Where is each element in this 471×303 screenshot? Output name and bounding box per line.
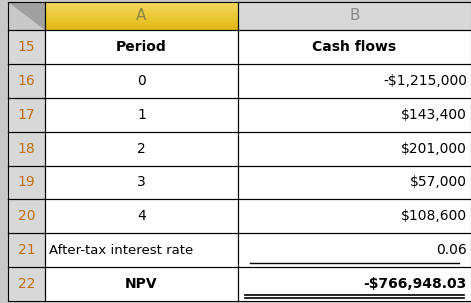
Bar: [238, 64, 471, 98]
Text: 0.06: 0.06: [436, 243, 467, 257]
Bar: [238, 30, 471, 64]
Bar: [45, 18, 238, 20]
Bar: [8, 30, 45, 64]
Text: 20: 20: [18, 209, 35, 223]
Bar: [45, 10, 238, 12]
Bar: [8, 165, 45, 199]
Bar: [8, 233, 45, 267]
Bar: [8, 64, 45, 98]
Bar: [45, 13, 238, 15]
Text: $201,000: $201,000: [401, 142, 467, 155]
Bar: [238, 233, 471, 267]
Text: 4: 4: [137, 209, 146, 223]
Text: 1: 1: [137, 108, 146, 122]
Bar: [45, 24, 238, 26]
Polygon shape: [8, 2, 45, 30]
Text: $108,600: $108,600: [401, 209, 467, 223]
Bar: [45, 233, 238, 267]
Text: 21: 21: [18, 243, 35, 257]
Bar: [45, 132, 238, 165]
Text: -$766,948.03: -$766,948.03: [364, 277, 467, 291]
Bar: [45, 4, 238, 6]
Bar: [45, 7, 238, 9]
Bar: [45, 11, 238, 13]
Text: 19: 19: [17, 175, 35, 189]
Bar: [45, 17, 238, 19]
Bar: [45, 64, 238, 98]
Bar: [45, 165, 238, 199]
Bar: [238, 165, 471, 199]
Bar: [45, 3, 238, 5]
Bar: [45, 98, 238, 132]
Bar: [45, 14, 238, 16]
Bar: [45, 21, 238, 23]
Bar: [45, 8, 238, 10]
Text: B: B: [349, 8, 360, 24]
Bar: [45, 28, 238, 30]
Bar: [45, 20, 238, 22]
Bar: [45, 267, 238, 301]
Text: $143,400: $143,400: [401, 108, 467, 122]
Text: 18: 18: [17, 142, 35, 155]
Bar: [238, 98, 471, 132]
Bar: [238, 2, 471, 30]
Bar: [8, 2, 45, 30]
Text: 2: 2: [137, 142, 146, 155]
Bar: [45, 6, 238, 8]
Bar: [45, 25, 238, 27]
Bar: [45, 15, 238, 17]
Text: $57,000: $57,000: [410, 175, 467, 189]
Bar: [8, 199, 45, 233]
Bar: [238, 267, 471, 301]
Bar: [8, 98, 45, 132]
Bar: [238, 199, 471, 233]
Text: 3: 3: [137, 175, 146, 189]
Text: 15: 15: [18, 40, 35, 54]
Bar: [45, 27, 238, 28]
Bar: [45, 199, 238, 233]
Text: 17: 17: [18, 108, 35, 122]
Text: After-tax interest rate: After-tax interest rate: [49, 244, 193, 257]
Bar: [238, 132, 471, 165]
Text: 0: 0: [137, 74, 146, 88]
Text: NPV: NPV: [125, 277, 158, 291]
Text: -$1,215,000: -$1,215,000: [383, 74, 467, 88]
Bar: [45, 22, 238, 25]
Text: Period: Period: [116, 40, 167, 54]
Text: 22: 22: [18, 277, 35, 291]
Bar: [45, 2, 238, 3]
Text: Cash flows: Cash flows: [312, 40, 397, 54]
Bar: [8, 267, 45, 301]
Bar: [45, 30, 238, 64]
Bar: [8, 132, 45, 165]
Text: A: A: [136, 8, 146, 24]
Text: 16: 16: [17, 74, 35, 88]
